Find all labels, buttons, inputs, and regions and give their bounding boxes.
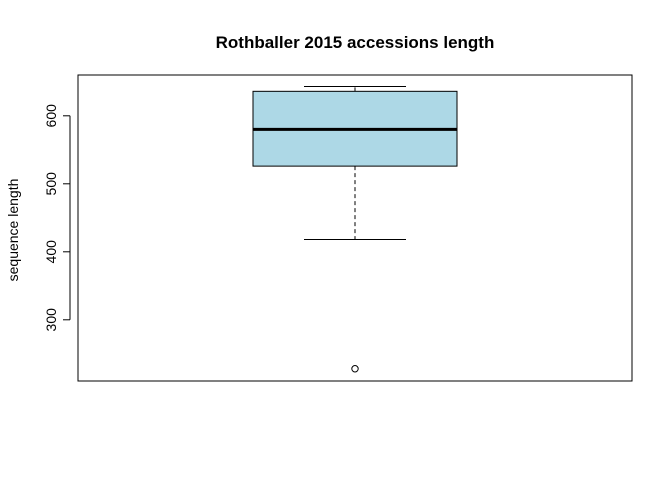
outlier-point [351,365,359,373]
chart-title: Rothballer 2015 accessions length [216,33,495,52]
y-tick-label: 600 [43,104,59,128]
plot-frame [77,74,633,382]
y-tick-label: 400 [43,240,59,264]
boxes [252,86,458,373]
y-axis-label: sequence length [5,179,21,282]
y-tick-label: 500 [43,172,59,196]
y-ticks: 300 400 500 600 [43,104,70,332]
y-tick-label: 300 [43,308,59,332]
